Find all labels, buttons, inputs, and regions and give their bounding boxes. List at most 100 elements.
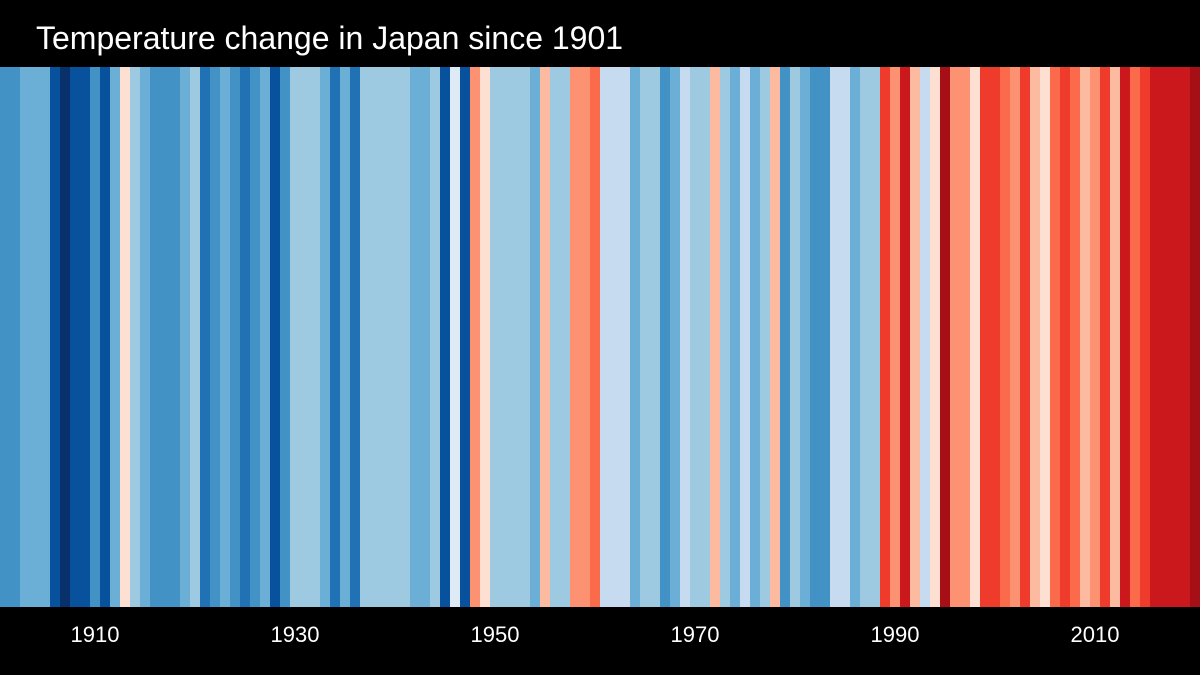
stripe-1935 xyxy=(340,67,351,607)
stripe-2012 xyxy=(1110,67,1121,607)
stripe-1986 xyxy=(850,67,861,607)
stripe-1914 xyxy=(130,67,141,607)
stripe-1910 xyxy=(90,67,101,607)
stripe-1981 xyxy=(800,67,811,607)
stripe-1958 xyxy=(570,67,581,607)
tick-label: 1990 xyxy=(870,622,920,647)
stripe-1930 xyxy=(290,67,301,607)
tick-label: 2010 xyxy=(1070,622,1120,647)
stripe-1996 xyxy=(950,67,961,607)
stripe-1950 xyxy=(490,67,501,607)
stripe-2018 xyxy=(1170,67,1181,607)
stripe-1904 xyxy=(30,67,41,607)
stripe-1918 xyxy=(170,67,181,607)
stripe-2002 xyxy=(1010,67,1021,607)
tick-label: 1930 xyxy=(270,622,320,647)
stripe-1967 xyxy=(660,67,671,607)
stripe-1934 xyxy=(330,67,341,607)
stripe-1936 xyxy=(350,67,361,607)
stripe-1991 xyxy=(900,67,911,607)
warming-stripes-chart xyxy=(0,67,1200,607)
stripe-2016 xyxy=(1150,67,1161,607)
stripe-1973 xyxy=(720,67,731,607)
stripe-2011 xyxy=(1100,67,1111,607)
stripe-1997 xyxy=(960,67,971,607)
stripe-1999 xyxy=(980,67,991,607)
stripe-1943 xyxy=(420,67,431,607)
stripe-1945 xyxy=(440,67,451,607)
stripe-1993 xyxy=(920,67,931,607)
stripe-1989 xyxy=(880,67,891,607)
stripe-1968 xyxy=(670,67,681,607)
stripe-1907 xyxy=(60,67,71,607)
stripe-1979 xyxy=(780,67,791,607)
stripe-1944 xyxy=(430,67,441,607)
stripe-1961 xyxy=(600,67,611,607)
stripe-1987 xyxy=(860,67,871,607)
stripe-1994 xyxy=(930,67,941,607)
stripe-2001 xyxy=(1000,67,1011,607)
stripe-1990 xyxy=(890,67,901,607)
tick-label: 1950 xyxy=(470,622,520,647)
stripe-2000 xyxy=(990,67,1001,607)
stripe-1971 xyxy=(700,67,711,607)
stripe-1929 xyxy=(280,67,291,607)
stripe-2013 xyxy=(1120,67,1131,607)
stripe-2010 xyxy=(1090,67,1101,607)
stripe-1913 xyxy=(120,67,131,607)
stripe-1915 xyxy=(140,67,151,607)
stripe-1931 xyxy=(300,67,311,607)
stripe-1988 xyxy=(870,67,881,607)
stripe-1911 xyxy=(100,67,111,607)
chart-title: Temperature change in Japan since 1901 xyxy=(36,20,624,56)
stripe-2004 xyxy=(1030,67,1041,607)
stripe-1937 xyxy=(360,67,371,607)
stripe-2014 xyxy=(1130,67,1141,607)
stripe-1902 xyxy=(10,67,21,607)
stripe-1963 xyxy=(620,67,631,607)
stripe-1921 xyxy=(200,67,211,607)
stripe-1932 xyxy=(310,67,321,607)
stripe-1903 xyxy=(20,67,31,607)
stripe-1983 xyxy=(820,67,831,607)
stripe-1927 xyxy=(260,67,271,607)
stripe-1995 xyxy=(940,67,951,607)
tick-label: 1910 xyxy=(70,622,120,647)
stripe-2006 xyxy=(1050,67,1061,607)
stripe-1985 xyxy=(840,67,851,607)
stripe-1998 xyxy=(970,67,981,607)
stripe-1976 xyxy=(750,67,761,607)
stripe-1920 xyxy=(190,67,201,607)
stripe-2020 xyxy=(1190,67,1200,607)
stripe-1959 xyxy=(580,67,591,607)
stripe-1956 xyxy=(550,67,561,607)
stripe-1953 xyxy=(520,67,531,607)
stripe-1955 xyxy=(540,67,551,607)
stripe-2017 xyxy=(1160,67,1171,607)
stripe-1978 xyxy=(770,67,781,607)
stripe-1922 xyxy=(210,67,221,607)
stripe-1923 xyxy=(220,67,231,607)
stripe-1992 xyxy=(910,67,921,607)
stripe-1924 xyxy=(230,67,241,607)
stripe-1962 xyxy=(610,67,621,607)
x-axis-ticks: 1910 1930 1950 1970 1990 2010 xyxy=(0,620,1200,654)
stripe-1919 xyxy=(180,67,191,607)
stripe-1901 xyxy=(0,67,11,607)
stripe-1974 xyxy=(730,67,741,607)
stripe-1951 xyxy=(500,67,511,607)
stripe-2019 xyxy=(1180,67,1191,607)
stripe-1940 xyxy=(390,67,401,607)
stripe-1946 xyxy=(450,67,461,607)
stripe-1970 xyxy=(690,67,701,607)
stripe-1948 xyxy=(470,67,481,607)
stripe-1972 xyxy=(710,67,721,607)
stripe-1949 xyxy=(480,67,491,607)
stripe-1912 xyxy=(110,67,121,607)
stripe-1905 xyxy=(40,67,51,607)
stripe-2009 xyxy=(1080,67,1091,607)
stripe-2008 xyxy=(1070,67,1081,607)
stripe-1964 xyxy=(630,67,641,607)
tick-label: 1970 xyxy=(670,622,720,647)
stripe-1938 xyxy=(370,67,381,607)
